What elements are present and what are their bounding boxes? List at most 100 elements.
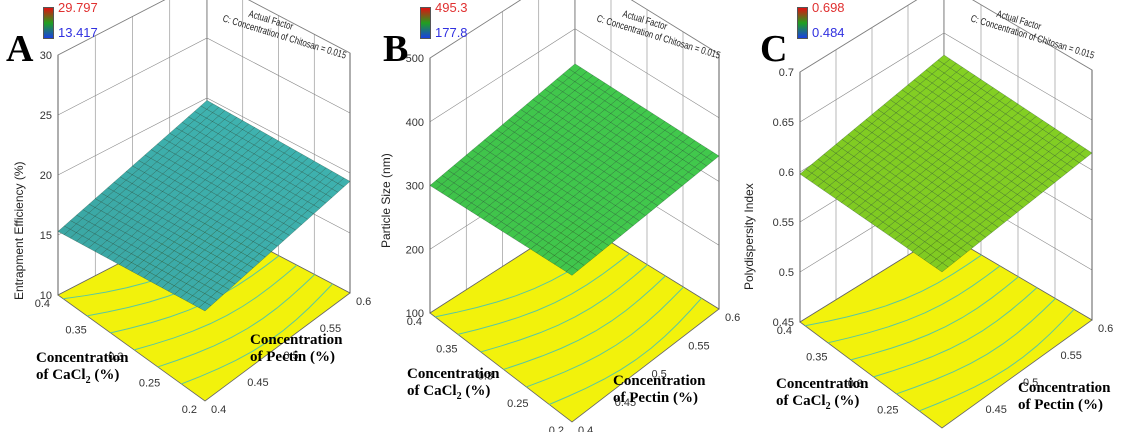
z-grid-line <box>799 0 1093 73</box>
panel-label: B <box>383 28 409 70</box>
chart-panel-c: 0.450.50.550.60.650.70.20.250.30.350.40.… <box>742 0 1130 432</box>
chart-svg-c: 0.450.50.550.60.650.70.20.250.30.350.40.… <box>773 0 1113 432</box>
z-tick-label: 100 <box>406 308 424 320</box>
z-grid-line <box>429 28 720 123</box>
cacl2-axis-title: Concentration of CaCl2 (%) <box>36 350 129 387</box>
z-tick-label: 300 <box>406 181 424 193</box>
floor-contours <box>804 254 1075 412</box>
cacl2-axis-title-line1: Concentration <box>36 350 129 366</box>
pectin-axis-title: Concentration of Pectin (%) <box>1018 380 1111 415</box>
z-grid-line <box>429 0 720 59</box>
floor-contours <box>434 242 702 405</box>
contour-line <box>548 297 702 405</box>
legend-min-value: 177.8 <box>435 25 468 40</box>
legend-color-bar <box>43 7 54 39</box>
pectin-axis-title-line2: of Pectin (%) <box>613 390 698 407</box>
cacl2-tick-label: 0.25 <box>877 405 898 417</box>
z-tick-label: 0.55 <box>773 217 794 229</box>
pectin-tick-label: 0.6 <box>356 296 371 308</box>
z-grid-line <box>57 37 351 116</box>
response-surface <box>799 54 1093 273</box>
contour-line <box>918 309 1075 412</box>
pectin-axis-title-line1: Concentration <box>250 332 343 348</box>
chart-panel-a: 10 15 20 25 30 0.2 0.25 0.3 0.35 0.4 0.4 0.45 0.5 0.5… <box>0 0 376 432</box>
z-tick-label: 400 <box>406 117 424 129</box>
contour-line <box>457 253 630 335</box>
chart-svg-a: 10 15 20 25 30 0.2 0.25 0.3 0.35 0.4 0.4 0.45 0.5 0.5… <box>35 0 371 416</box>
pectin-tick-label: 0.55 <box>1061 350 1082 362</box>
z-tick-label: 0.5 <box>779 267 794 279</box>
cacl2-tick-label: 0.3 <box>108 351 123 363</box>
pectin-axis-title: Concentration of Pectin (%) <box>613 373 706 408</box>
cacl2-axis-title-line1: Concentration <box>407 366 500 382</box>
z-tick-label: 15 <box>40 230 52 242</box>
pectin-tick-label: 0.6 <box>1098 323 1113 335</box>
pectin-axis-title-line2: of Pectin (%) <box>250 349 335 366</box>
cacl2-tick-label: 0.2 <box>549 425 564 432</box>
z-tick-label: 500 <box>406 53 424 65</box>
pectin-tick-label: 0.55 <box>320 323 341 335</box>
contour-line <box>827 265 1001 344</box>
floor-contour-plane <box>429 219 720 423</box>
cacl2-tick-label: 0.4 <box>407 316 422 328</box>
pectin-tick-label: 0.4 <box>211 404 226 416</box>
response-surface <box>57 100 351 312</box>
contour-line <box>480 264 648 353</box>
panel-label: A <box>6 28 34 70</box>
pectin-axis-title-line2: of Pectin (%) <box>1018 397 1103 414</box>
cacl2-tick-label: 0.35 <box>806 352 827 364</box>
cacl2-axis-title: Concentration of CaCl2 (%) <box>776 376 869 413</box>
pectin-tick-label: 0.4 <box>578 425 593 432</box>
legend-color-bar <box>797 7 808 39</box>
cacl2-axis-title: Concentration of CaCl2 (%) <box>407 366 500 403</box>
contour-line <box>503 275 666 370</box>
chart-panel-b: 100 200 300 400 500 0.2 0.25 0.3 0.35 0.4 0.4 0.45 0… <box>377 0 753 432</box>
legend-min-value: 0.484 <box>812 25 845 40</box>
contour-line <box>873 287 1038 378</box>
z-tick-label: 25 <box>40 110 52 122</box>
cacl2-axis-title-line2: of CaCl2 (%) <box>407 383 491 403</box>
pectin-tick-label: 0.5 <box>1023 377 1038 389</box>
surface-cell <box>337 177 351 187</box>
panel-label: C <box>760 28 788 70</box>
z-tick-label: 0.45 <box>773 317 794 329</box>
cacl2-axis-title-line2: of CaCl2 (%) <box>776 393 860 413</box>
cacl2-tick-label: 0.4 <box>777 325 792 337</box>
floor-contour-plane <box>799 232 1093 429</box>
pectin-tick-label: 0.6 <box>725 312 740 324</box>
legend-max-value: 495.3 <box>435 0 468 15</box>
surface-cell <box>1079 148 1093 159</box>
surface-cell <box>706 152 720 162</box>
pectin-tick-label: 0.45 <box>615 397 636 409</box>
cacl2-axis-title-line2: of CaCl2 (%) <box>36 367 120 387</box>
cacl2-tick-label: 0.3 <box>478 371 493 383</box>
contour-line <box>850 276 1019 361</box>
pectin-tick-label: 0.45 <box>247 377 268 389</box>
cacl2-tick-label: 0.4 <box>35 298 50 310</box>
pectin-tick-label: 0.55 <box>688 340 709 352</box>
cacl2-tick-label: 0.25 <box>507 398 528 410</box>
z-axis-label: Particle Size (nm) <box>379 153 393 248</box>
pectin-tick-label: 0.45 <box>986 404 1007 416</box>
contour-line <box>896 298 1056 395</box>
z-axis-label: Polydispersity Index <box>742 183 756 290</box>
z-tick-label: 0.7 <box>779 67 794 79</box>
response-surface <box>429 63 720 276</box>
contour-line <box>181 283 333 385</box>
z-tick-label: 200 <box>406 244 424 256</box>
pectin-axis-title: Concentration of Pectin (%) <box>250 332 343 367</box>
contour-line <box>133 264 298 351</box>
legend-max-value: 0.698 <box>812 0 845 15</box>
legend-color-bar <box>420 7 431 39</box>
z-grid-line <box>799 32 1093 123</box>
cacl2-tick-label: 0.25 <box>139 378 160 390</box>
z-grid-line <box>57 97 351 176</box>
contour-line <box>157 274 316 368</box>
z-axis-label: Entrapment Efficiency (%) <box>12 161 26 301</box>
cacl2-tick-label: 0.35 <box>436 343 457 355</box>
cacl2-tick-label: 0.35 <box>65 325 86 337</box>
z-tick-label: 0.6 <box>779 167 794 179</box>
z-tick-label: 10 <box>40 290 52 302</box>
pectin-tick-label: 0.5 <box>284 350 299 362</box>
contour-line <box>526 286 684 388</box>
